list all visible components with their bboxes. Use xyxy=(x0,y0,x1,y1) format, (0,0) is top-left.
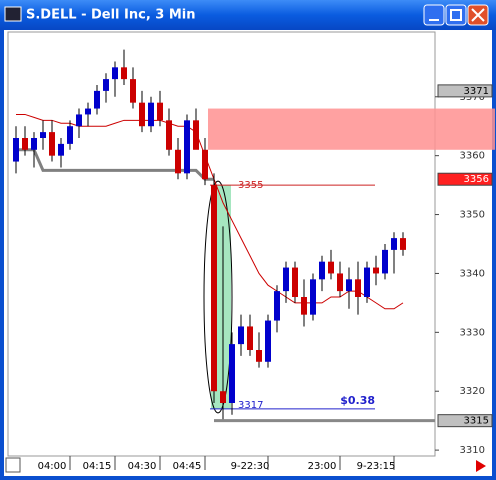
price-marker-label: 3315 xyxy=(464,416,489,427)
candle-body xyxy=(247,326,253,350)
y-tick-label: 3340 xyxy=(460,268,485,279)
supply-zone xyxy=(208,108,495,150)
candle-body xyxy=(40,132,46,138)
candle-body xyxy=(13,138,19,162)
move-label: $0.38 xyxy=(340,394,375,407)
candle-body xyxy=(193,120,199,150)
y-tick-label: 3320 xyxy=(460,386,485,397)
candle-body xyxy=(148,102,154,127)
candle-body xyxy=(391,238,397,250)
level-label: 3355 xyxy=(238,180,263,191)
candle-body xyxy=(166,120,172,150)
candle-body xyxy=(220,391,226,403)
candle-body xyxy=(337,273,343,292)
candle-body xyxy=(85,108,91,115)
x-tick-label: 23:00 xyxy=(308,461,337,472)
candle-body xyxy=(211,185,217,392)
candle-body xyxy=(382,249,388,274)
candle-body xyxy=(157,102,163,121)
candle-body xyxy=(49,132,55,156)
x-tick-label: 04:00 xyxy=(38,461,67,472)
price-marker xyxy=(437,414,493,428)
candle-body xyxy=(229,344,235,403)
price-marker xyxy=(437,172,493,186)
candle-body xyxy=(121,67,127,80)
candle-body xyxy=(202,149,208,180)
candle-body xyxy=(274,291,280,321)
candle-body xyxy=(283,267,289,292)
y-tick-label: 3310 xyxy=(460,445,485,456)
level-label: 3317 xyxy=(238,400,263,411)
client-area xyxy=(4,30,492,476)
button-glyphs xyxy=(429,8,485,22)
candle-body xyxy=(184,120,190,174)
candle-body xyxy=(400,238,406,250)
maximize-button[interactable] xyxy=(445,4,467,26)
candle-body xyxy=(310,279,316,315)
candle-body xyxy=(112,67,118,80)
x-tick-label: 04:15 xyxy=(83,461,112,472)
candle-body xyxy=(58,143,64,156)
candle-body xyxy=(364,267,370,297)
candle-body xyxy=(103,79,109,91)
candle-body xyxy=(256,350,262,362)
window-title: S.DELL - Dell Inc, 3 Min xyxy=(26,8,196,23)
x-tick-label: 04:30 xyxy=(128,461,157,472)
candle-body xyxy=(265,320,271,362)
x-tick-label: 9-23:15 xyxy=(357,461,396,472)
candle-body xyxy=(22,138,28,150)
candle-body xyxy=(139,102,145,127)
minimize-button[interactable] xyxy=(423,4,445,26)
y-tick-label: 3360 xyxy=(460,151,485,162)
y-tick-label: 3330 xyxy=(460,327,485,338)
x-tick-label: 04:45 xyxy=(173,461,202,472)
candle-body xyxy=(355,279,361,297)
price-marker-label: 3371 xyxy=(464,86,489,97)
scroll-box[interactable] xyxy=(5,457,21,473)
scroll-arrow[interactable] xyxy=(476,460,486,472)
candle-body xyxy=(76,114,82,127)
candle-body xyxy=(301,297,307,315)
candle-body xyxy=(238,326,244,345)
candle-body xyxy=(94,90,100,109)
candle-body xyxy=(292,267,298,297)
candle-body xyxy=(328,261,334,274)
price-marker xyxy=(437,84,493,98)
candle-body xyxy=(346,279,352,292)
title-bar xyxy=(0,0,496,30)
candle-body xyxy=(130,79,136,103)
annotation-ellipse xyxy=(203,180,233,414)
candle-body xyxy=(319,261,325,280)
app-icon xyxy=(4,6,22,22)
plot-frame xyxy=(7,31,436,457)
x-tick-label: 9-22:30 xyxy=(231,461,270,472)
candle-body xyxy=(373,267,379,274)
candle-body xyxy=(175,149,181,174)
candle-body xyxy=(67,126,73,144)
candle-body xyxy=(31,138,37,150)
y-tick-label: 3350 xyxy=(460,210,485,221)
price-marker-label: 3356 xyxy=(464,174,489,185)
